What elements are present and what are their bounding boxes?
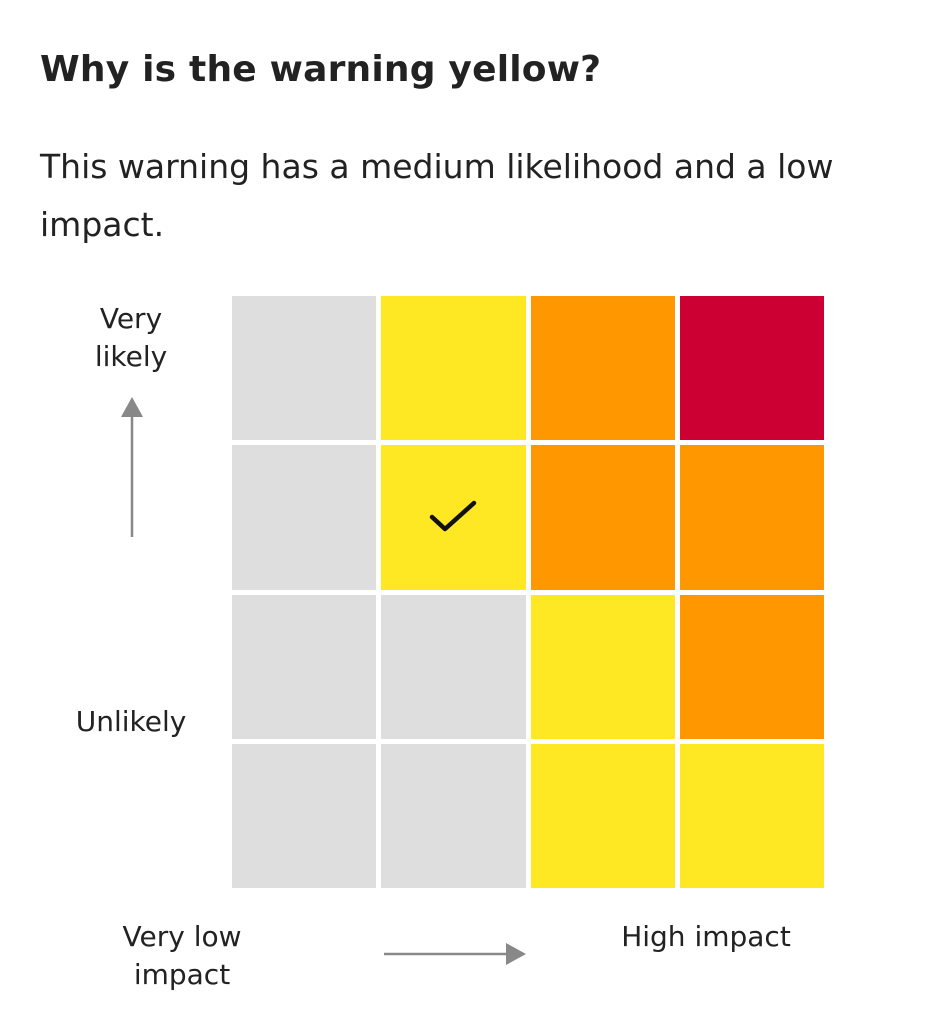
right-arrow-icon bbox=[384, 943, 526, 965]
warning-description: This warning has a medium likelihood and… bbox=[40, 147, 834, 244]
matrix-cell-selected bbox=[381, 445, 526, 590]
matrix-cell-amber bbox=[679, 445, 824, 590]
risk-matrix bbox=[232, 296, 824, 888]
x-axis-left-label: Very low impact bbox=[122, 920, 242, 991]
page-title: Why is the warning yellow? bbox=[40, 49, 602, 90]
matrix-cell-yellow bbox=[679, 743, 824, 888]
matrix-cell-yellow bbox=[530, 594, 675, 739]
checkmark-icon bbox=[430, 501, 477, 532]
y-axis-bottom-label: Unlikely bbox=[75, 705, 187, 738]
up-arrow-icon bbox=[121, 397, 143, 537]
y-axis-top-label: Very likely bbox=[94, 302, 168, 373]
matrix-cell-grey bbox=[232, 743, 377, 888]
matrix-cell-grey bbox=[232, 296, 377, 441]
matrix-cell-grey bbox=[232, 445, 377, 590]
matrix-cell-grey bbox=[232, 594, 377, 739]
matrix-cell-amber bbox=[679, 594, 824, 739]
matrix-cell-amber bbox=[530, 445, 675, 590]
matrix-cell-yellow bbox=[530, 743, 675, 888]
matrix-cell-red bbox=[679, 296, 824, 441]
matrix-cell-yellow bbox=[381, 296, 526, 441]
x-axis-right-label: High impact bbox=[621, 920, 791, 953]
matrix-cell-grey bbox=[381, 594, 526, 739]
matrix-cell-amber bbox=[530, 296, 675, 441]
matrix-cell-grey bbox=[381, 743, 526, 888]
